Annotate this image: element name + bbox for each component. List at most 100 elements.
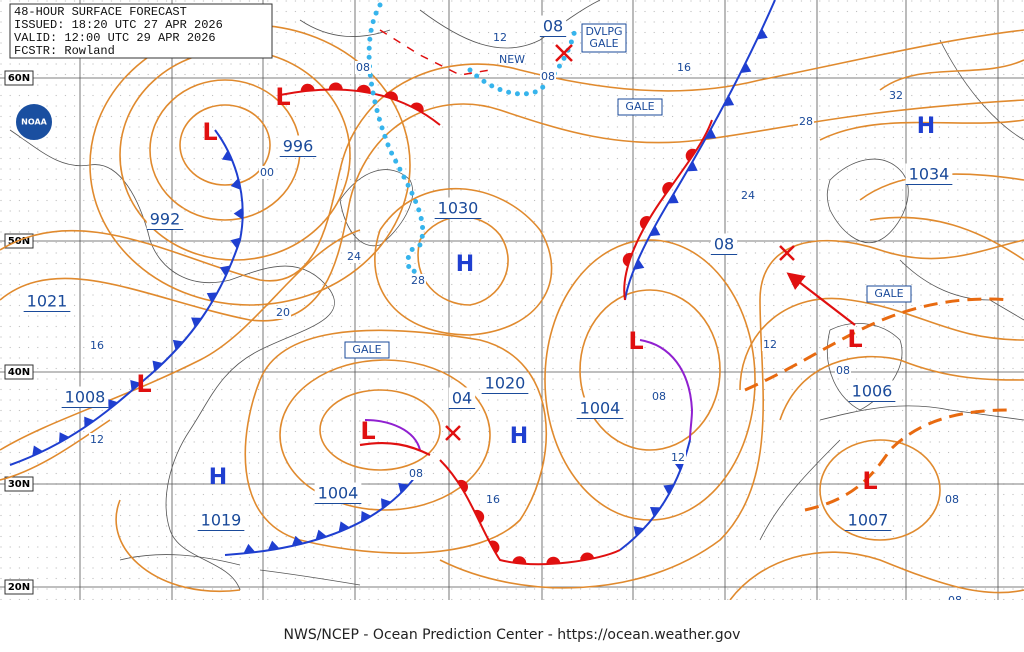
pressure-box: [279, 135, 317, 157]
front-symbol: [328, 82, 343, 90]
cold-triangle: [633, 258, 645, 270]
pressure-label: 1004: [318, 484, 359, 503]
isobar-label: 12: [90, 433, 104, 446]
warm-semicircle: [512, 556, 527, 564]
cold-triangle: [191, 317, 202, 328]
warm-semicircle: [546, 556, 561, 565]
pressure-box: [710, 233, 738, 255]
front-symbol: [381, 498, 392, 510]
cold-triangle: [172, 339, 184, 351]
pressure-box: [434, 197, 482, 219]
front-symbol: [233, 207, 243, 220]
isobar-label: 32: [889, 89, 903, 102]
front-symbol: [291, 535, 304, 547]
warm-semicircle: [489, 540, 500, 554]
warning-box: [344, 341, 390, 359]
low-symbol: L: [136, 370, 151, 398]
lat-label-box: [4, 579, 34, 595]
isobar-label: 12: [763, 338, 777, 351]
lat-label-box: [4, 70, 34, 86]
pressure-box: [314, 482, 362, 504]
lat-label: 50N: [8, 236, 30, 247]
warning-text: GALE: [874, 287, 903, 300]
low-symbol: L: [862, 467, 877, 495]
lat-label: 30N: [8, 479, 30, 490]
front-symbol: [338, 521, 350, 533]
lat-label: 40N: [8, 367, 30, 378]
isobar-label: 28: [799, 115, 813, 128]
front-symbol: [243, 543, 256, 554]
cold-triangle: [219, 265, 231, 277]
noaa-logo: NOAA: [14, 102, 54, 142]
cold-triangle: [381, 498, 392, 510]
cold-triangle: [740, 62, 752, 74]
isobar-label: 12: [493, 31, 507, 44]
front-symbol: [757, 28, 768, 40]
pressure-label: 1020: [485, 374, 526, 393]
cold-triangle: [267, 540, 280, 551]
pressure-box: [576, 397, 624, 419]
isobar-label: 16: [486, 493, 500, 506]
pressure-label: 08: [714, 235, 734, 254]
warm-semicircle: [457, 479, 468, 493]
isobar-label: 08: [356, 61, 370, 74]
isobar-label: 16: [90, 339, 104, 352]
isobar-label-bg: [355, 61, 371, 74]
pressure-box: [848, 380, 896, 402]
front-symbol: [398, 482, 409, 494]
lat-label-box: [4, 476, 34, 492]
front-symbol: [474, 510, 485, 524]
high-symbol: H: [456, 252, 474, 277]
pressure-label: 1021: [27, 292, 68, 311]
warning-box: [866, 285, 912, 303]
header-line: 48-HOUR SURFACE FORECAST: [14, 5, 187, 19]
front-symbol: [512, 556, 527, 564]
pressure-label: 996: [283, 137, 314, 156]
cold-triangle: [291, 535, 304, 547]
front-symbol: [662, 182, 674, 195]
fronts: [9, 0, 1011, 566]
cold-triangle: [58, 432, 70, 443]
front-symbol: [686, 161, 698, 172]
cold-triangle: [152, 360, 164, 372]
header: 48-HOUR SURFACE FORECAST ISSUED: 18:20 UT…: [14, 5, 223, 58]
front-symbol: [649, 507, 661, 518]
warm-semicircle: [639, 216, 651, 230]
cold-triangle: [233, 207, 243, 220]
warning-text: GALE: [352, 343, 381, 356]
isobar-label-bg: [408, 467, 424, 480]
isobar-label: 08: [409, 467, 423, 480]
front-symbol: [410, 102, 424, 113]
front-symbol: [384, 91, 398, 101]
isobar-label: 16: [677, 61, 691, 74]
header-box: 48-HOUR SURFACE FORECAST ISSUED: 18:20 UT…: [9, 3, 273, 59]
warm-semicircle: [384, 91, 398, 101]
front-symbol: [107, 399, 118, 410]
cold-triangle: [315, 529, 327, 540]
cold-triangle: [686, 161, 698, 172]
isobar-label-bg: [762, 338, 778, 351]
isobar-label-bg: [888, 89, 904, 102]
front-symbol: [639, 216, 651, 230]
warm-semicircle: [328, 82, 343, 90]
cold-triangle: [230, 237, 241, 249]
warm-semicircle: [474, 510, 485, 524]
header-line: ISSUED: 18:20 UTC 27 APR 2026: [14, 18, 223, 32]
pressure-label: 1034: [909, 165, 950, 184]
low-symbol: L: [847, 325, 862, 353]
front-symbol: [740, 62, 752, 74]
low-symbol: L: [202, 118, 217, 146]
cold-triangle: [230, 178, 241, 190]
front-symbol: [230, 178, 241, 190]
pressure-label: 04: [452, 389, 472, 408]
lat-label: 60N: [8, 73, 30, 84]
pressure-box: [481, 372, 529, 394]
isobar-label: 08: [652, 390, 666, 403]
cold-triangle: [649, 507, 661, 518]
front-symbol: [130, 380, 141, 391]
pressure-box: [61, 386, 109, 408]
front-symbol: [663, 484, 675, 496]
front-symbol: [723, 95, 735, 107]
isobar-label: 20: [276, 306, 290, 319]
